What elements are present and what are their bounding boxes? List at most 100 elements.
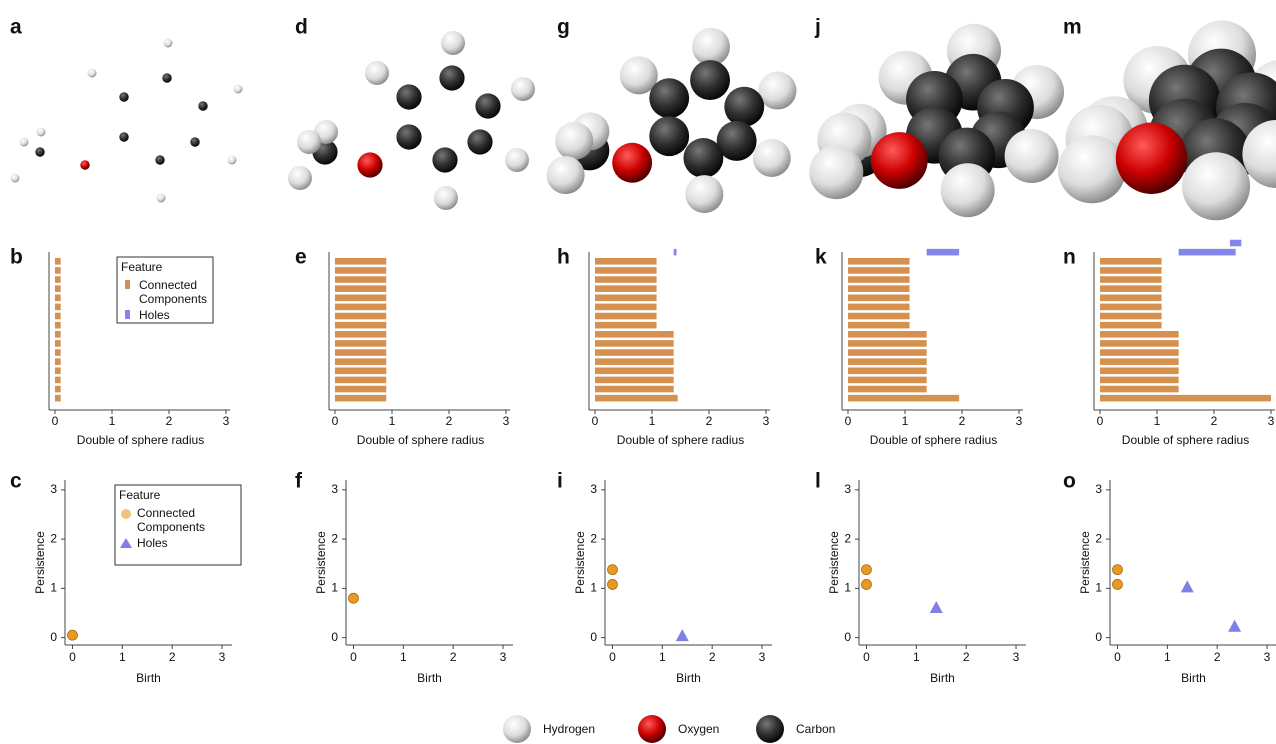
component-bar [1100,368,1179,375]
x-axis-label: Double of sphere radius [1122,433,1249,447]
y-tick-label: 0 [590,630,597,644]
y-axis-label: Persistence [1078,531,1092,594]
x-axis-label: Birth [417,671,442,685]
component-bar [848,295,910,302]
carbon-atom [198,101,207,110]
component-bar [1100,386,1179,393]
component-bar [55,386,61,393]
component-bar [55,331,61,338]
component-bar [55,368,61,375]
component-bar [848,386,927,393]
component-bar [595,313,657,320]
component-bar [595,368,674,375]
component-bar [595,331,674,338]
component-bar [595,358,674,365]
legend-swatch [121,308,135,320]
carbon-atom [119,92,128,101]
component-bar [595,276,657,283]
component-bar [335,377,386,384]
panel-letter: e [295,246,307,269]
figure: adgjmb0123Double of sphere radiusFeature… [0,0,1276,744]
panel-letter: c [10,470,22,493]
x-tick-label: 1 [1154,414,1161,428]
panel-letter: i [557,470,563,493]
hydrogen-atom [288,166,312,190]
y-tick-label: 0 [331,630,338,644]
hydrogen-atom [1005,129,1059,183]
panel-letter: k [815,246,827,269]
hydrogen-atom [37,128,46,137]
component-bar [1100,276,1162,283]
carbon-atom [690,60,730,100]
legend-item: Holes [121,308,209,320]
hydrogen-atom [1182,152,1250,220]
panel-letter: g [557,16,570,39]
y-axis-label: Persistence [33,531,47,594]
panel-letter: o [1063,470,1076,493]
y-tick-label: 3 [331,482,338,496]
hydrogen-atom [555,122,593,160]
hole-point [1181,580,1194,592]
component-bar [848,276,910,283]
component-bar [55,340,61,347]
x-tick-label: 0 [1097,414,1104,428]
component-bar [595,267,657,274]
x-tick-label: 0 [592,414,599,428]
component-bar [55,395,61,402]
x-tick-label: 1 [119,650,126,664]
component-bar [55,377,61,384]
component-bar [335,340,386,347]
legend-label: Holes [137,536,168,550]
x-tick-label: 0 [332,414,339,428]
panel-letter: m [1063,16,1082,39]
legend: FeatureConnected ComponentsHoles [119,488,237,562]
oxygen-atom [1116,123,1187,194]
carbon-atom [439,65,464,90]
component-bar [55,304,61,311]
component-bar [848,285,910,292]
x-tick-label: 1 [659,650,666,664]
x-tick-label: 1 [902,414,909,428]
oxygen-atom [612,143,652,183]
x-axis-label: Birth [136,671,161,685]
atom-legend-label: Oxygen [678,722,719,736]
y-tick-label: 2 [844,531,851,545]
atom-legend-swatch [756,715,784,743]
panel-letter: j [814,16,821,39]
component-bar [595,386,674,393]
atom-legend-swatch [503,715,531,743]
y-tick-label: 2 [1095,531,1102,545]
x-tick-label: 0 [1114,650,1121,664]
x-tick-label: 3 [503,414,510,428]
hydrogen-atom [505,148,529,172]
component-point [67,630,77,640]
x-tick-label: 0 [52,414,59,428]
y-tick-label: 1 [590,581,597,595]
molecule [1058,21,1276,221]
component-bar [55,358,61,365]
component-bar [55,349,61,356]
legend-label: Connected Components [139,278,209,306]
component-bar [1100,358,1179,365]
oxygen-atom [357,152,382,177]
y-tick-label: 3 [844,482,851,496]
component-bar [335,395,386,402]
carbon-atom [162,73,171,82]
hydrogen-atom [228,156,237,165]
hydrogen-atom [511,77,535,101]
hydrogen-atom [753,139,791,177]
component-bar [335,331,386,338]
component-bar [335,295,386,302]
x-tick-label: 1 [913,650,920,664]
x-tick-label: 1 [649,414,656,428]
carbon-atom [396,84,421,109]
component-bar [595,322,657,329]
hole-point [676,629,689,641]
hydrogen-atom [547,156,585,194]
carbon-atom [467,129,492,154]
oxygen-atom [871,132,928,189]
legend-item: Connected Components [121,278,209,306]
component-bar [55,295,61,302]
component-bar [595,285,657,292]
x-axis-label: Double of sphere radius [870,433,997,447]
